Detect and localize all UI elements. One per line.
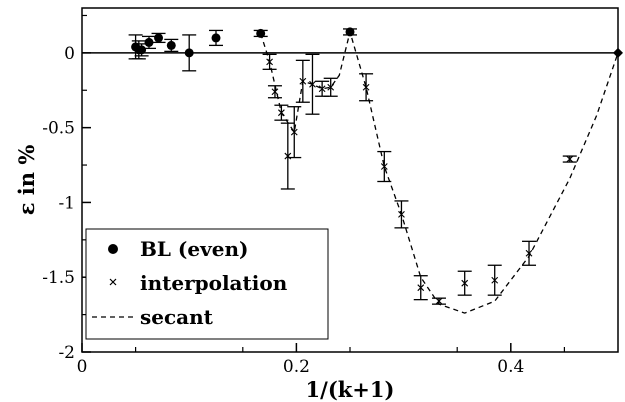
interpolation-point xyxy=(417,284,425,292)
legend-circle-marker xyxy=(108,244,118,254)
interpolation-point xyxy=(362,83,370,91)
bl-even-point xyxy=(211,33,221,43)
bl-even-endpoint xyxy=(613,47,623,58)
bl-even-point xyxy=(184,48,194,58)
bl-even-point xyxy=(144,37,154,47)
interpolation-point xyxy=(278,109,285,117)
y-tick-label: -0.5 xyxy=(42,119,75,139)
interpolation-point xyxy=(309,80,316,88)
y-axis-ticks: 0 -0.5 -1 -1.5 -2 xyxy=(42,14,91,363)
bl-even-point xyxy=(137,45,147,55)
interpolation-point xyxy=(271,88,279,96)
interpolation-point xyxy=(435,297,443,305)
legend: BL (even) interpolation secant xyxy=(85,228,329,340)
y-tick-label: -1 xyxy=(58,193,75,213)
y-tick-label: -1.5 xyxy=(42,268,75,288)
interpolation-point xyxy=(461,279,469,287)
y-tick-label: -2 xyxy=(58,343,75,363)
series-layer xyxy=(128,27,623,314)
interpolation-point xyxy=(327,83,335,91)
bl-even-point xyxy=(166,40,176,50)
interpolation-point xyxy=(284,152,292,160)
x-tick-label: 0.4 xyxy=(497,357,524,377)
x-axis-ticks: 0 0.2 0.4 xyxy=(77,343,566,377)
bl-even-point xyxy=(345,27,355,37)
legend-label-interpolation: interpolation xyxy=(140,271,288,295)
legend-box xyxy=(85,228,329,340)
legend-label-secant: secant xyxy=(140,305,214,329)
interpolation-point xyxy=(266,58,273,66)
interpolation-point xyxy=(398,211,405,218)
interpolation-point xyxy=(290,128,298,136)
interpolation-point xyxy=(525,249,533,257)
interpolation-point xyxy=(491,276,499,284)
bl-even-point xyxy=(256,28,266,38)
interpolation-point xyxy=(318,85,326,93)
legend-label-bl: BL (even) xyxy=(140,237,248,261)
interpolation-point xyxy=(566,155,574,163)
x-tick-label: 0.2 xyxy=(283,357,310,377)
x-tick-label: 0 xyxy=(77,357,88,377)
y-tick-label: 0 xyxy=(64,44,75,64)
legend-x-marker xyxy=(109,278,117,286)
interpolation-point xyxy=(299,77,307,85)
bl-even-point xyxy=(154,33,164,43)
x-axis-title: 1/(k+1) xyxy=(306,377,395,402)
y-axis-title: ε in % xyxy=(14,145,39,216)
secant-curve xyxy=(260,29,619,314)
interpolation-point xyxy=(380,163,388,170)
